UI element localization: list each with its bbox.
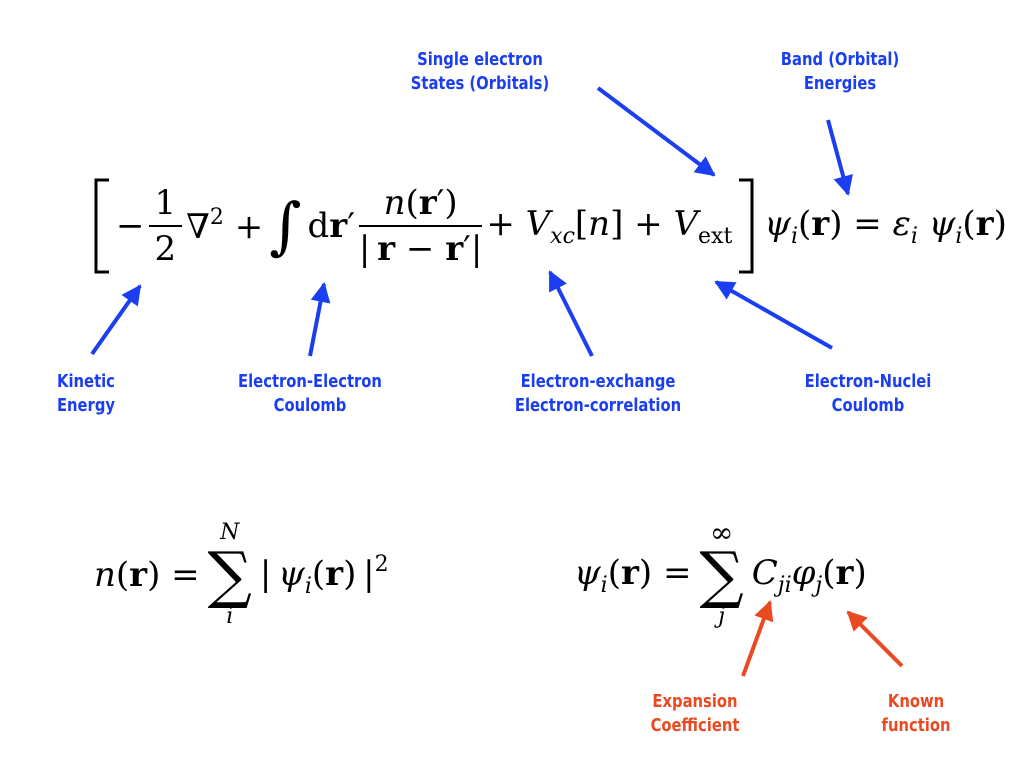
arrow-ee-coulomb: [308, 282, 331, 357]
arrow-single-electron: [596, 86, 716, 177]
label-ee-coulomb: Electron-Electron Coulomb: [228, 370, 392, 418]
label-line: Electron-Nuclei: [804, 371, 932, 392]
label-en-coulomb: Electron-Nuclei Coulomb: [786, 370, 950, 418]
arrow-xc: [548, 270, 594, 357]
label-line: Coulomb: [831, 395, 905, 416]
label-line: States (Orbitals): [410, 73, 550, 94]
label-line: Known: [887, 691, 945, 712]
label-single-electron: Single electron States (Orbitals): [398, 48, 562, 96]
expansion-equation: ψi(r) = ∞ ∑ j Cjiφj(r): [574, 516, 867, 629]
label-line: Energies: [803, 73, 877, 94]
label-kinetic: Kinetic Energy: [45, 370, 127, 418]
right-bracket: [739, 178, 754, 274]
label-line: Coulomb: [273, 395, 347, 416]
label-line: function: [881, 715, 951, 736]
label-line: Single electron: [417, 49, 543, 70]
label-known-function: Known function: [867, 690, 965, 738]
left-bracket: [94, 178, 109, 274]
label-line: Expansion: [652, 691, 738, 712]
label-line: Coefficient: [650, 715, 740, 736]
label-line: Energy: [56, 395, 116, 416]
arrow-known: [846, 610, 904, 668]
arrow-kinetic: [90, 284, 142, 356]
label-line: Electron-exchange: [520, 371, 676, 392]
label-line: Band (Orbital): [780, 49, 900, 70]
density-equation: n(r) = N ∑ i | ψi(r) |2: [94, 520, 389, 629]
label-line: Electron-correlation: [514, 395, 682, 416]
label-xc: Electron-exchange Electron-correlation: [500, 370, 697, 418]
label-line: Kinetic: [57, 371, 115, 392]
arrow-expansion: [741, 600, 774, 677]
label-line: Electron-Electron: [238, 371, 382, 392]
label-band-energies: Band (Orbital) Energies: [766, 48, 914, 96]
arrow-band-energies: [826, 119, 853, 196]
arrow-en-coulomb: [714, 280, 833, 350]
label-expansion-coefficient: Expansion Coefficient: [638, 690, 753, 738]
